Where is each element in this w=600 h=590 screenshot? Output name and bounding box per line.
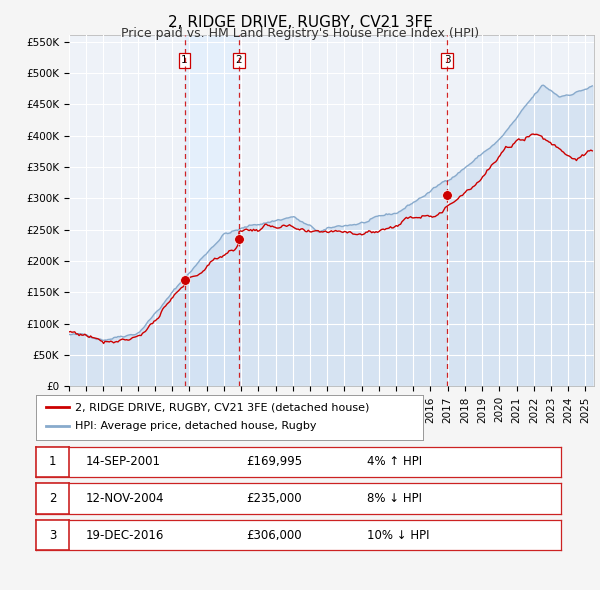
Text: 3: 3 xyxy=(49,529,56,542)
Text: 14-SEP-2001: 14-SEP-2001 xyxy=(86,455,161,468)
Text: 2, RIDGE DRIVE, RUGBY, CV21 3FE: 2, RIDGE DRIVE, RUGBY, CV21 3FE xyxy=(167,15,433,30)
Text: 2, RIDGE DRIVE, RUGBY, CV21 3FE (detached house): 2, RIDGE DRIVE, RUGBY, CV21 3FE (detache… xyxy=(75,402,369,412)
Text: 1: 1 xyxy=(181,55,188,65)
Text: 12-NOV-2004: 12-NOV-2004 xyxy=(86,492,164,505)
Text: £169,995: £169,995 xyxy=(246,455,302,468)
Text: 2: 2 xyxy=(236,55,242,65)
Text: 3: 3 xyxy=(444,55,451,65)
Text: £306,000: £306,000 xyxy=(246,529,302,542)
Text: 1: 1 xyxy=(49,455,56,468)
Text: HPI: Average price, detached house, Rugby: HPI: Average price, detached house, Rugb… xyxy=(75,421,316,431)
Text: 10% ↓ HPI: 10% ↓ HPI xyxy=(367,529,429,542)
Text: Price paid vs. HM Land Registry's House Price Index (HPI): Price paid vs. HM Land Registry's House … xyxy=(121,27,479,40)
Text: 8% ↓ HPI: 8% ↓ HPI xyxy=(367,492,422,505)
Text: £235,000: £235,000 xyxy=(246,492,302,505)
Bar xyxy=(185,35,239,386)
Text: 4% ↑ HPI: 4% ↑ HPI xyxy=(367,455,422,468)
Text: 19-DEC-2016: 19-DEC-2016 xyxy=(86,529,164,542)
Text: 2: 2 xyxy=(49,492,56,505)
